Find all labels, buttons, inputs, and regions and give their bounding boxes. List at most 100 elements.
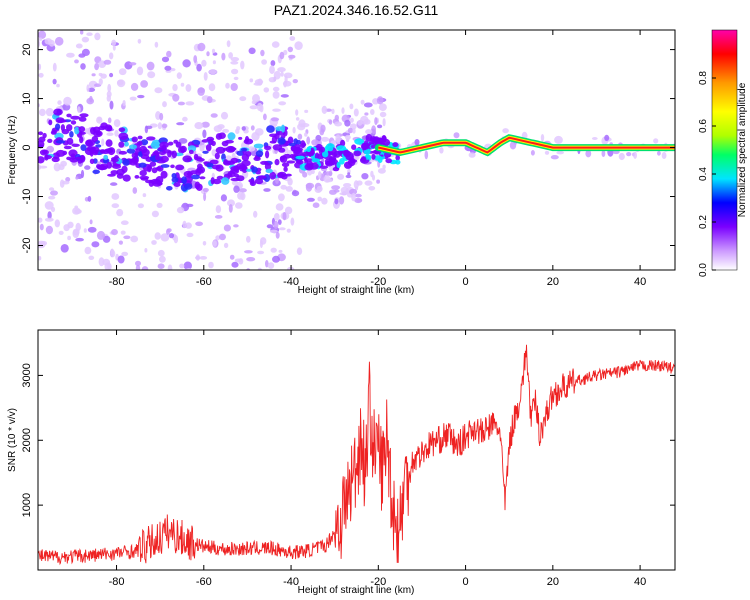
heatmap-cell	[77, 106, 81, 113]
heatmap-cell	[286, 160, 296, 164]
heatmap-cell	[218, 132, 226, 139]
heatmap-cell	[118, 127, 126, 132]
heatmap-cell	[331, 185, 341, 190]
heatmap-cell	[86, 84, 90, 92]
heatmap-cell	[177, 101, 185, 106]
heatmap-cell	[364, 180, 373, 186]
heatmap-cell	[250, 125, 255, 131]
heatmap-cell	[81, 36, 90, 43]
heatmap-cell	[230, 57, 240, 62]
heatmap-cell	[270, 60, 276, 67]
heatmap-cell	[136, 66, 144, 76]
heatmap-cell	[226, 40, 231, 48]
heatmap-cell	[67, 221, 74, 229]
heatmap-cell	[151, 167, 158, 174]
heatmap-cell	[42, 132, 47, 139]
heatmap-cell	[270, 117, 280, 122]
colorbar-tick-label: 0.4	[698, 167, 709, 181]
heatmap-cell	[83, 228, 87, 233]
heatmap-cell	[257, 250, 265, 255]
heatmap-cell	[453, 132, 460, 139]
heatmap-cell	[229, 147, 237, 151]
heatmap-cell	[264, 145, 272, 151]
heatmap-cell	[138, 140, 143, 147]
heatmap-cell	[228, 52, 234, 59]
heatmap-cell	[171, 276, 177, 284]
heatmap-cell	[106, 125, 113, 132]
heatmap-cell	[221, 52, 226, 61]
heatmap-cell	[94, 32, 101, 41]
heatmap-cell	[282, 212, 287, 221]
heatmap-cell	[109, 72, 114, 78]
heatmap-cell	[265, 260, 269, 268]
heatmap-cell	[225, 82, 230, 89]
heatmap-cell	[253, 210, 258, 218]
heatmap-cell	[278, 193, 285, 202]
heatmap-cell	[70, 115, 81, 120]
heatmap-cell	[78, 53, 86, 58]
heatmap-cell	[361, 173, 369, 180]
heatmap-cell	[312, 202, 320, 208]
heatmap-cell	[271, 41, 280, 48]
heatmap-cell	[44, 201, 54, 210]
heatmap-cell	[502, 128, 509, 134]
x-tick-label: -60	[196, 576, 212, 588]
heatmap-cell	[363, 102, 373, 108]
heatmap-cell	[157, 122, 163, 130]
heatmap-cell	[540, 134, 545, 142]
heatmap-cell	[301, 142, 307, 147]
heatmap-cell	[59, 179, 65, 188]
heatmap-cell	[110, 170, 119, 175]
heatmap-cell	[328, 157, 337, 162]
heatmap-cell	[277, 67, 286, 73]
heatmap-cell	[47, 211, 52, 220]
heatmap-cell	[335, 134, 341, 143]
heatmap-cell	[212, 60, 216, 65]
heatmap-cell	[601, 150, 606, 157]
y-tick-label: -10	[21, 189, 33, 205]
x-tick-label: -20	[370, 576, 386, 588]
heatmap-cell	[69, 131, 74, 138]
heatmap-cell	[285, 186, 293, 192]
heatmap-cell	[183, 170, 193, 178]
heatmap-cell	[39, 108, 46, 117]
heatmap-cell	[351, 144, 357, 150]
heatmap-cell	[137, 94, 145, 99]
y-tick-label: 3000	[21, 363, 33, 387]
heatmap-cell	[71, 143, 80, 147]
heatmap-cell	[206, 96, 213, 104]
heatmap-cell	[50, 130, 57, 135]
heatmap-cell	[92, 169, 100, 174]
heatmap-cell	[215, 235, 221, 241]
heatmap-cell	[277, 219, 282, 225]
heatmap-cell	[171, 150, 177, 159]
heatmap-cell	[129, 160, 138, 166]
heatmap-cell	[175, 141, 182, 148]
snr-series-line	[38, 344, 675, 566]
heatmap-cell	[118, 240, 123, 245]
heatmap-cell	[341, 107, 345, 114]
heatmap-cell	[286, 228, 291, 233]
heatmap-cell	[356, 180, 363, 186]
heatmap-cell	[272, 91, 280, 99]
heatmap-cell	[254, 79, 264, 85]
heatmap-cell	[89, 219, 93, 225]
heatmap-cell	[267, 262, 275, 269]
heatmap-cell	[137, 135, 143, 140]
heatmap-cell	[657, 150, 661, 156]
heatmap-cell	[237, 191, 245, 200]
heatmap-cell	[54, 219, 60, 228]
heatmap-cell	[275, 203, 284, 211]
heatmap-cell	[382, 118, 386, 127]
heatmap-cell	[212, 240, 217, 247]
heatmap-cell	[317, 171, 322, 179]
heatmap-cell	[120, 220, 129, 225]
heatmap-cell	[206, 136, 215, 142]
heatmap-cell	[424, 150, 429, 160]
heatmap-cell	[332, 166, 340, 172]
heatmap-cell	[282, 80, 292, 87]
heatmap-cell	[251, 100, 257, 105]
heatmap-cell	[107, 263, 111, 270]
spectrogram-frame	[37, 29, 676, 271]
heatmap-cell	[249, 78, 254, 83]
